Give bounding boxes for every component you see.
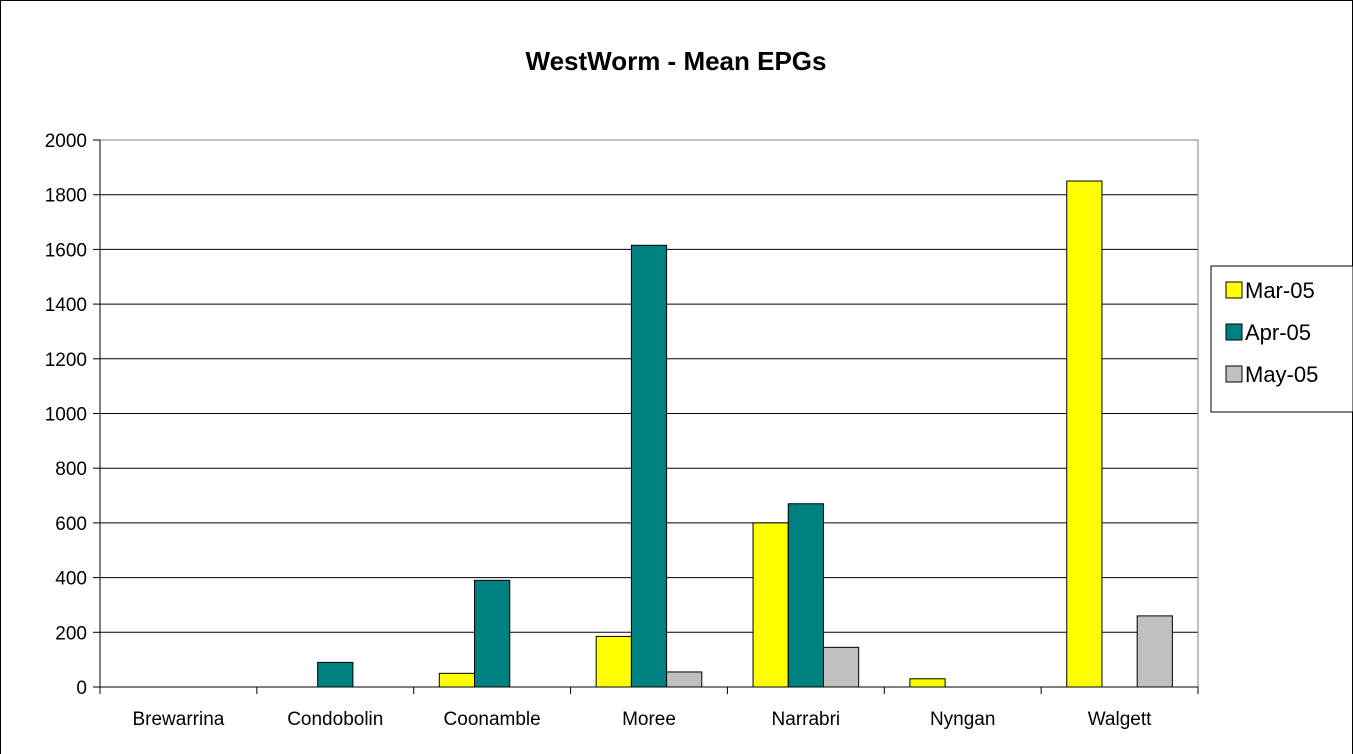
x-tick-label: Walgett <box>1088 709 1152 730</box>
legend: Mar-05 Apr-05 May-05 <box>1210 265 1353 413</box>
x-tick-label: Moree <box>622 709 676 730</box>
x-tick-label: Narrabri <box>772 709 841 730</box>
bar-mar-05-moree <box>595 635 632 688</box>
x-tick-label: Coonamble <box>444 709 541 730</box>
y-tick-label: 1600 <box>45 240 87 261</box>
bar-apr-05-coonamble <box>474 579 511 688</box>
chart-title: WestWorm - Mean EPGs <box>526 46 827 76</box>
bar-may-05-moree <box>666 671 703 688</box>
bar-may-05-narrabri <box>822 646 860 688</box>
y-tick-label: 1000 <box>45 405 87 426</box>
legend-swatch-apr-05 <box>1225 323 1243 341</box>
legend-label: Mar-05 <box>1245 278 1315 303</box>
y-tick-label: 1400 <box>45 295 87 316</box>
legend-label: May-05 <box>1245 362 1318 387</box>
x-tick-label: Condobolin <box>287 709 383 730</box>
y-tick-label: 2000 <box>45 131 87 152</box>
y-tick-label: 200 <box>55 623 87 644</box>
bars-group <box>317 180 1173 688</box>
bar-apr-05-condobolin <box>317 661 354 688</box>
bar-apr-05-narrabri <box>787 503 824 688</box>
y-tick-label: 800 <box>55 459 87 480</box>
x-tick-label: Brewarrina <box>132 709 224 730</box>
bar-mar-05-coonamble <box>438 672 476 688</box>
bar-apr-05-moree <box>630 244 668 688</box>
legend-swatch-mar-05 <box>1225 281 1243 299</box>
y-tick-label: 1800 <box>45 186 87 207</box>
legend-swatch-may-05 <box>1225 365 1243 383</box>
bar-mar-05-nyngan <box>909 678 946 688</box>
y-tick-label: 600 <box>55 514 87 535</box>
y-tick-label: 0 <box>76 678 87 699</box>
bar-may-05-walgett <box>1136 615 1173 688</box>
y-tick-label: 400 <box>55 569 87 590</box>
axes <box>93 139 1199 694</box>
x-tick-label: Nyngan <box>930 709 996 730</box>
y-tick-label: 1200 <box>45 350 87 371</box>
legend-label: Apr-05 <box>1245 320 1311 345</box>
x-tick-labels: Brewarrina Condobolin Coonamble Moree Narrab… <box>132 709 1152 730</box>
bar-mar-05-narrabri <box>752 522 789 688</box>
bar-mar-05-walgett <box>1066 180 1103 688</box>
y-tick-labels: 0 200 400 600 800 1000 1200 1400 1600 1800 2000 <box>45 131 87 699</box>
